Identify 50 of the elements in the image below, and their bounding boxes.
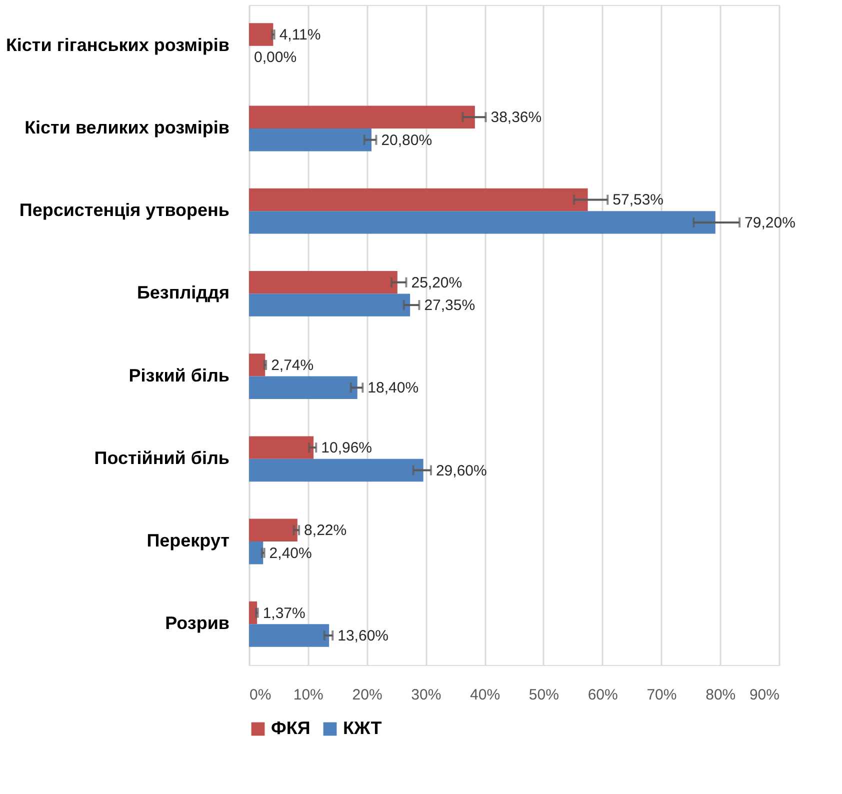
x-tick-label: 60% [588,686,618,704]
bar [249,624,330,647]
bar [249,106,475,128]
legend-label: КЖТ [343,718,382,738]
data-label: 0,00% [254,49,297,66]
bar [249,354,266,376]
y-tick-label: Кісти гіганських розмірів [6,34,230,55]
x-tick-label: 20% [352,686,382,704]
x-tick-label: 80% [706,686,736,704]
bar [249,294,410,316]
x-tick-label: 90% [749,686,780,704]
bar [249,23,274,46]
data-label: 2,40% [269,544,312,562]
x-tick-label: 50% [528,686,559,704]
data-label: 10,96% [321,440,372,457]
bar [249,518,298,542]
data-label: 27,35% [424,297,476,314]
y-tick-label: Перекрут [146,530,230,551]
x-tick-label: 10% [293,686,324,704]
bar [249,458,424,482]
bar [249,436,314,459]
bar [249,188,588,212]
y-tick-label: Різкий біль [128,365,230,386]
bar [249,211,716,234]
x-tick-label: 70% [646,686,677,704]
bar [249,128,372,152]
data-label: 1,37% [262,604,306,622]
data-label: 4,11% [279,26,321,44]
data-label: 18,40% [368,380,419,397]
data-label: 2,74% [271,356,314,374]
x-tick-label: 0% [250,686,272,704]
y-tick-label: Постійний біль [94,448,230,468]
y-tick-label: Кісти великих розмірів [24,117,230,138]
y-tick-label: Розрив [165,613,230,634]
bar [249,270,398,294]
x-tick-label: 30% [411,686,442,704]
data-label: 38,36% [490,109,542,126]
bar [249,542,264,564]
bar [249,376,358,400]
data-label: 79,20% [744,214,796,232]
y-tick-label: Персистенція утворень [19,200,230,220]
legend-label: ФКЯ [271,718,310,738]
y-tick-label: Безпліддя [136,282,230,303]
data-label: 8,22% [304,522,347,540]
data-label: 29,60% [436,462,487,480]
data-label: 13,60% [338,627,388,644]
x-tick-label: 40% [470,686,500,704]
data-label: 20,80% [381,132,432,149]
data-label: 25,20% [411,274,462,292]
data-label: 57,53% [612,192,664,209]
